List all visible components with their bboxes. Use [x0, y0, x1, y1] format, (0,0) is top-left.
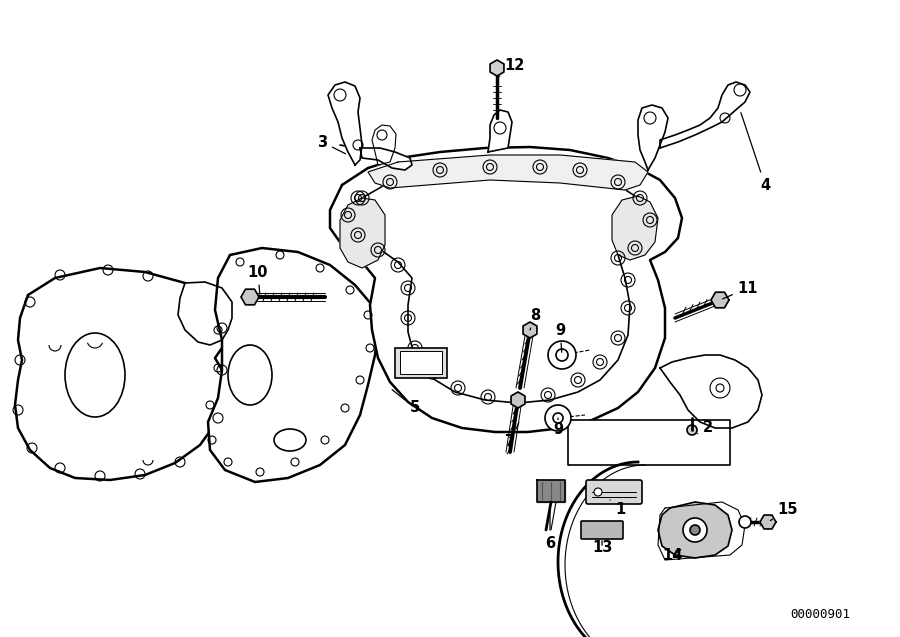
Polygon shape	[241, 289, 259, 304]
Text: 9: 9	[553, 418, 563, 438]
Polygon shape	[638, 105, 668, 170]
Text: 14: 14	[662, 548, 682, 564]
Polygon shape	[612, 196, 658, 260]
Text: 5: 5	[392, 390, 420, 415]
Polygon shape	[340, 198, 385, 268]
Polygon shape	[491, 60, 504, 76]
Polygon shape	[360, 148, 412, 170]
Polygon shape	[208, 248, 378, 482]
Circle shape	[594, 488, 602, 496]
Circle shape	[739, 516, 751, 528]
Polygon shape	[328, 82, 362, 165]
Text: 7: 7	[505, 422, 519, 450]
Text: 8: 8	[530, 308, 540, 330]
Polygon shape	[660, 82, 750, 148]
Text: 6: 6	[544, 505, 555, 550]
Text: 10: 10	[248, 264, 268, 294]
Text: 11: 11	[723, 280, 758, 299]
Text: 2: 2	[698, 420, 713, 436]
Bar	[400, 351, 442, 374]
Polygon shape	[523, 322, 537, 338]
Text: 3: 3	[317, 134, 346, 154]
FancyBboxPatch shape	[581, 521, 623, 539]
Polygon shape	[330, 147, 682, 432]
Circle shape	[687, 425, 697, 435]
Text: 00000901: 00000901	[790, 608, 850, 622]
Text: 15: 15	[770, 503, 798, 520]
Text: 4: 4	[741, 113, 770, 192]
Polygon shape	[488, 110, 512, 152]
Polygon shape	[368, 155, 648, 190]
Polygon shape	[355, 167, 648, 403]
Text: 12: 12	[500, 57, 526, 76]
Polygon shape	[372, 125, 396, 165]
Bar	[395, 348, 447, 378]
Polygon shape	[568, 420, 730, 465]
Polygon shape	[15, 268, 232, 480]
Circle shape	[683, 518, 707, 542]
FancyBboxPatch shape	[586, 480, 642, 504]
Polygon shape	[511, 392, 525, 408]
Text: 9: 9	[555, 322, 565, 352]
Polygon shape	[711, 292, 729, 308]
Text: 13: 13	[592, 541, 612, 555]
Text: 1: 1	[610, 500, 626, 517]
Polygon shape	[660, 355, 762, 428]
Circle shape	[690, 525, 700, 535]
Polygon shape	[178, 282, 232, 345]
Polygon shape	[658, 502, 732, 558]
Circle shape	[548, 341, 576, 369]
Polygon shape	[537, 480, 565, 502]
Polygon shape	[760, 515, 776, 529]
Circle shape	[545, 405, 571, 431]
